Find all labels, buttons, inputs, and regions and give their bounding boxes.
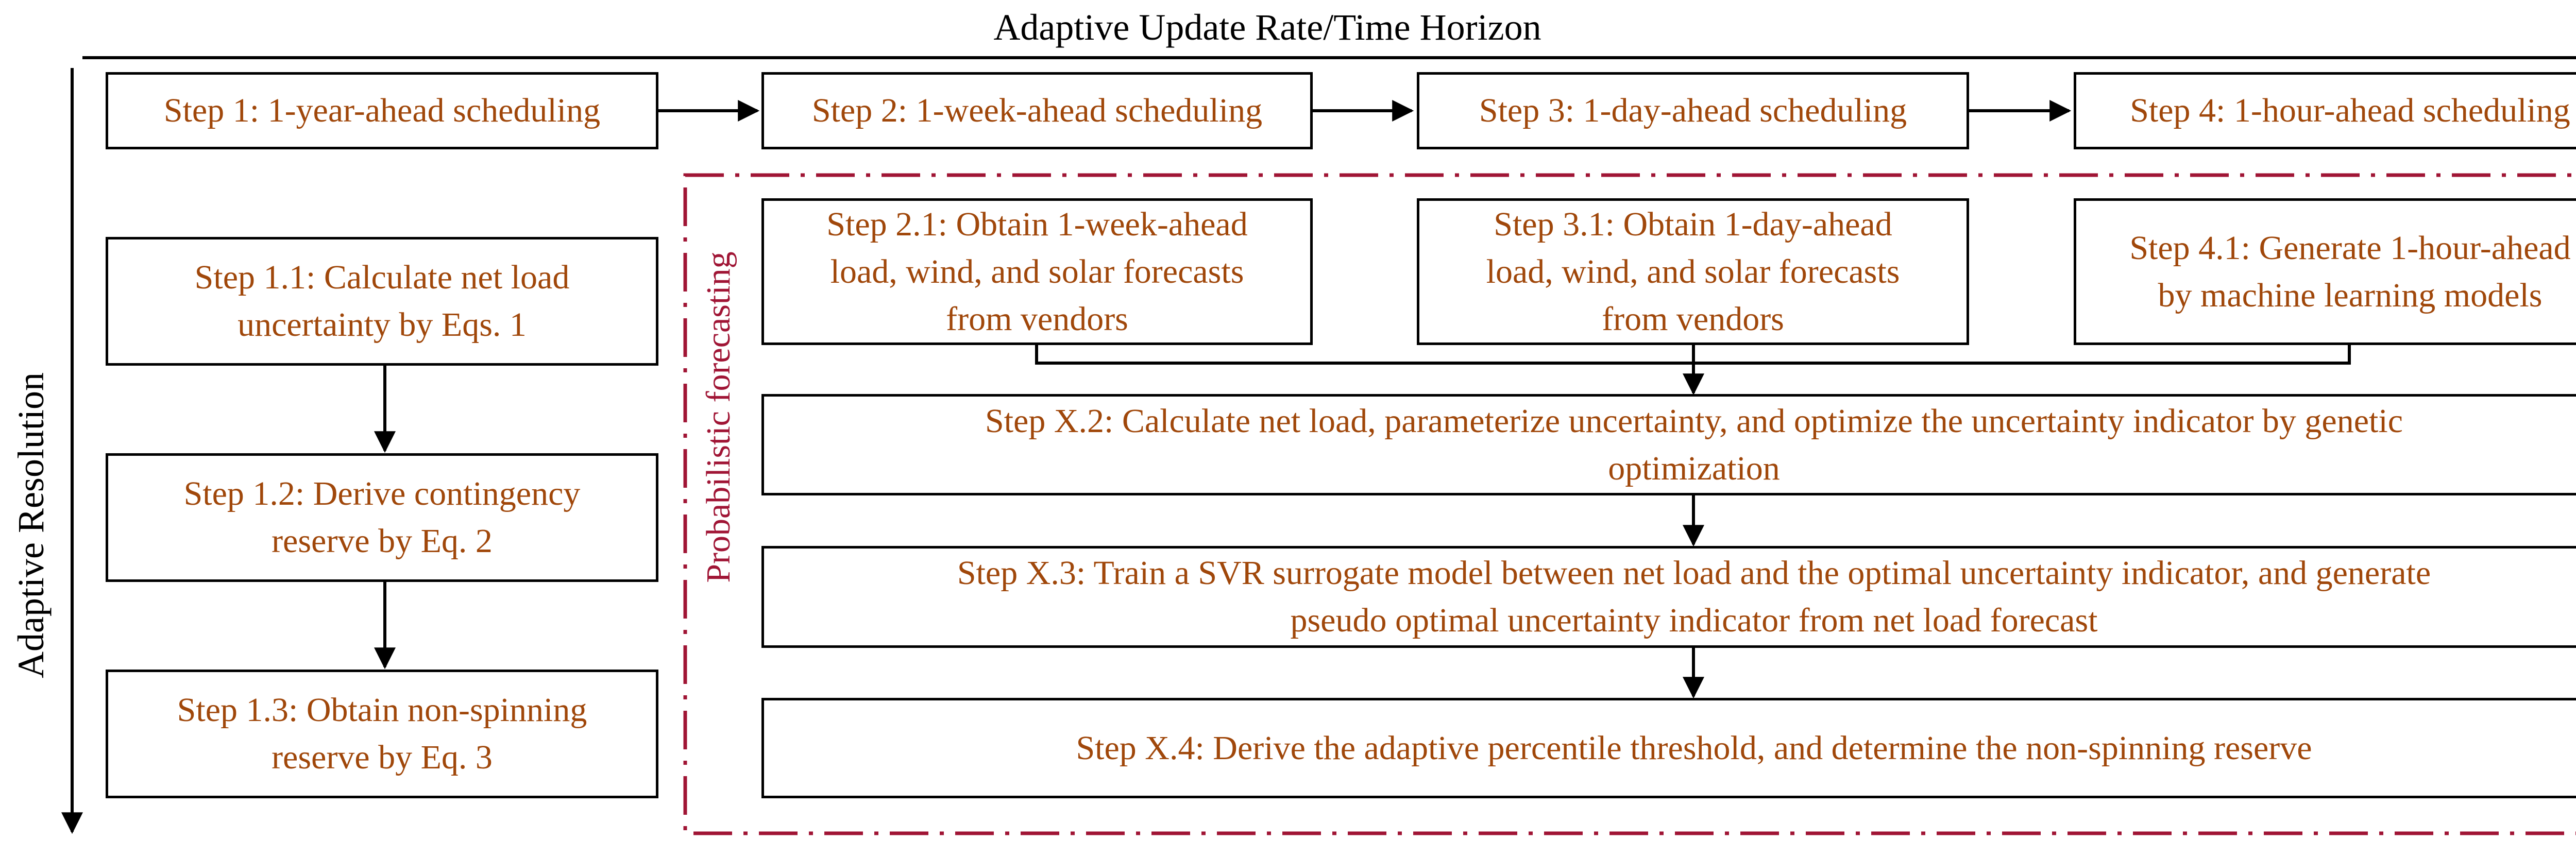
step3-1-label: Step 3.1: Obtain 1-day-ahead load, wind,… — [1486, 205, 1900, 338]
step4-1-box: Step 4.1: Generate 1-hour-ahead by machi… — [2074, 198, 2576, 345]
step1-box: Step 1: 1-year-ahead scheduling — [106, 72, 658, 149]
time-horizon-axis-label: Adaptive Update Rate/Time Horizon — [993, 7, 1541, 48]
step3-label: Step 3: 1-day-ahead scheduling — [1479, 92, 1907, 129]
step1-3-label: Step 1.3: Obtain non-spinning reserve by… — [177, 691, 587, 776]
stepx4-label: Step X.4: Derive the adaptive percentile… — [1076, 729, 2312, 767]
step4-box: Step 4: 1-hour-ahead scheduling — [2074, 72, 2576, 149]
step1-2-box: Step 1.2: Derive contingency reserve by … — [106, 453, 658, 582]
stepx2-box: Step X.2: Calculate net load, parameteri… — [761, 394, 2576, 495]
step1-3-box: Step 1.3: Obtain non-spinning reserve by… — [106, 670, 658, 798]
step3-box: Step 3: 1-day-ahead scheduling — [1417, 72, 1969, 149]
stepx3-box: Step X.3: Train a SVR surrogate model be… — [761, 546, 2576, 648]
probabilistic-forecasting-frame — [683, 173, 2576, 835]
stepx4-box: Step X.4: Derive the adaptive percentile… — [761, 698, 2576, 798]
step2-box: Step 2: 1-week-ahead scheduling — [761, 72, 1313, 149]
stepx2-label: Step X.2: Calculate net load, parameteri… — [985, 402, 2403, 487]
step2-label: Step 2: 1-week-ahead scheduling — [811, 92, 1263, 129]
step3-1-box: Step 3.1: Obtain 1-day-ahead load, wind,… — [1417, 198, 1969, 345]
step1-label: Step 1: 1-year-ahead scheduling — [163, 92, 601, 129]
resolution-axis-label: Adaptive Resolution — [10, 372, 52, 678]
step1-1-label: Step 1.1: Calculate net load uncertainty… — [194, 259, 570, 344]
stepx3-label: Step X.3: Train a SVR surrogate model be… — [957, 554, 2431, 639]
step4-label: Step 4: 1-hour-ahead scheduling — [2130, 92, 2570, 129]
step2-1-box: Step 2.1: Obtain 1-week-ahead load, wind… — [761, 198, 1313, 345]
probabilistic-forecasting-label: Probabilistic forecasting — [700, 251, 737, 583]
step1-2-label: Step 1.2: Derive contingency reserve by … — [183, 475, 581, 560]
step2-1-label: Step 2.1: Obtain 1-week-ahead load, wind… — [826, 205, 1248, 338]
step4-1-label: Step 4.1: Generate 1-hour-ahead by machi… — [2129, 229, 2571, 314]
step1-1-box: Step 1.1: Calculate net load uncertainty… — [106, 237, 658, 366]
